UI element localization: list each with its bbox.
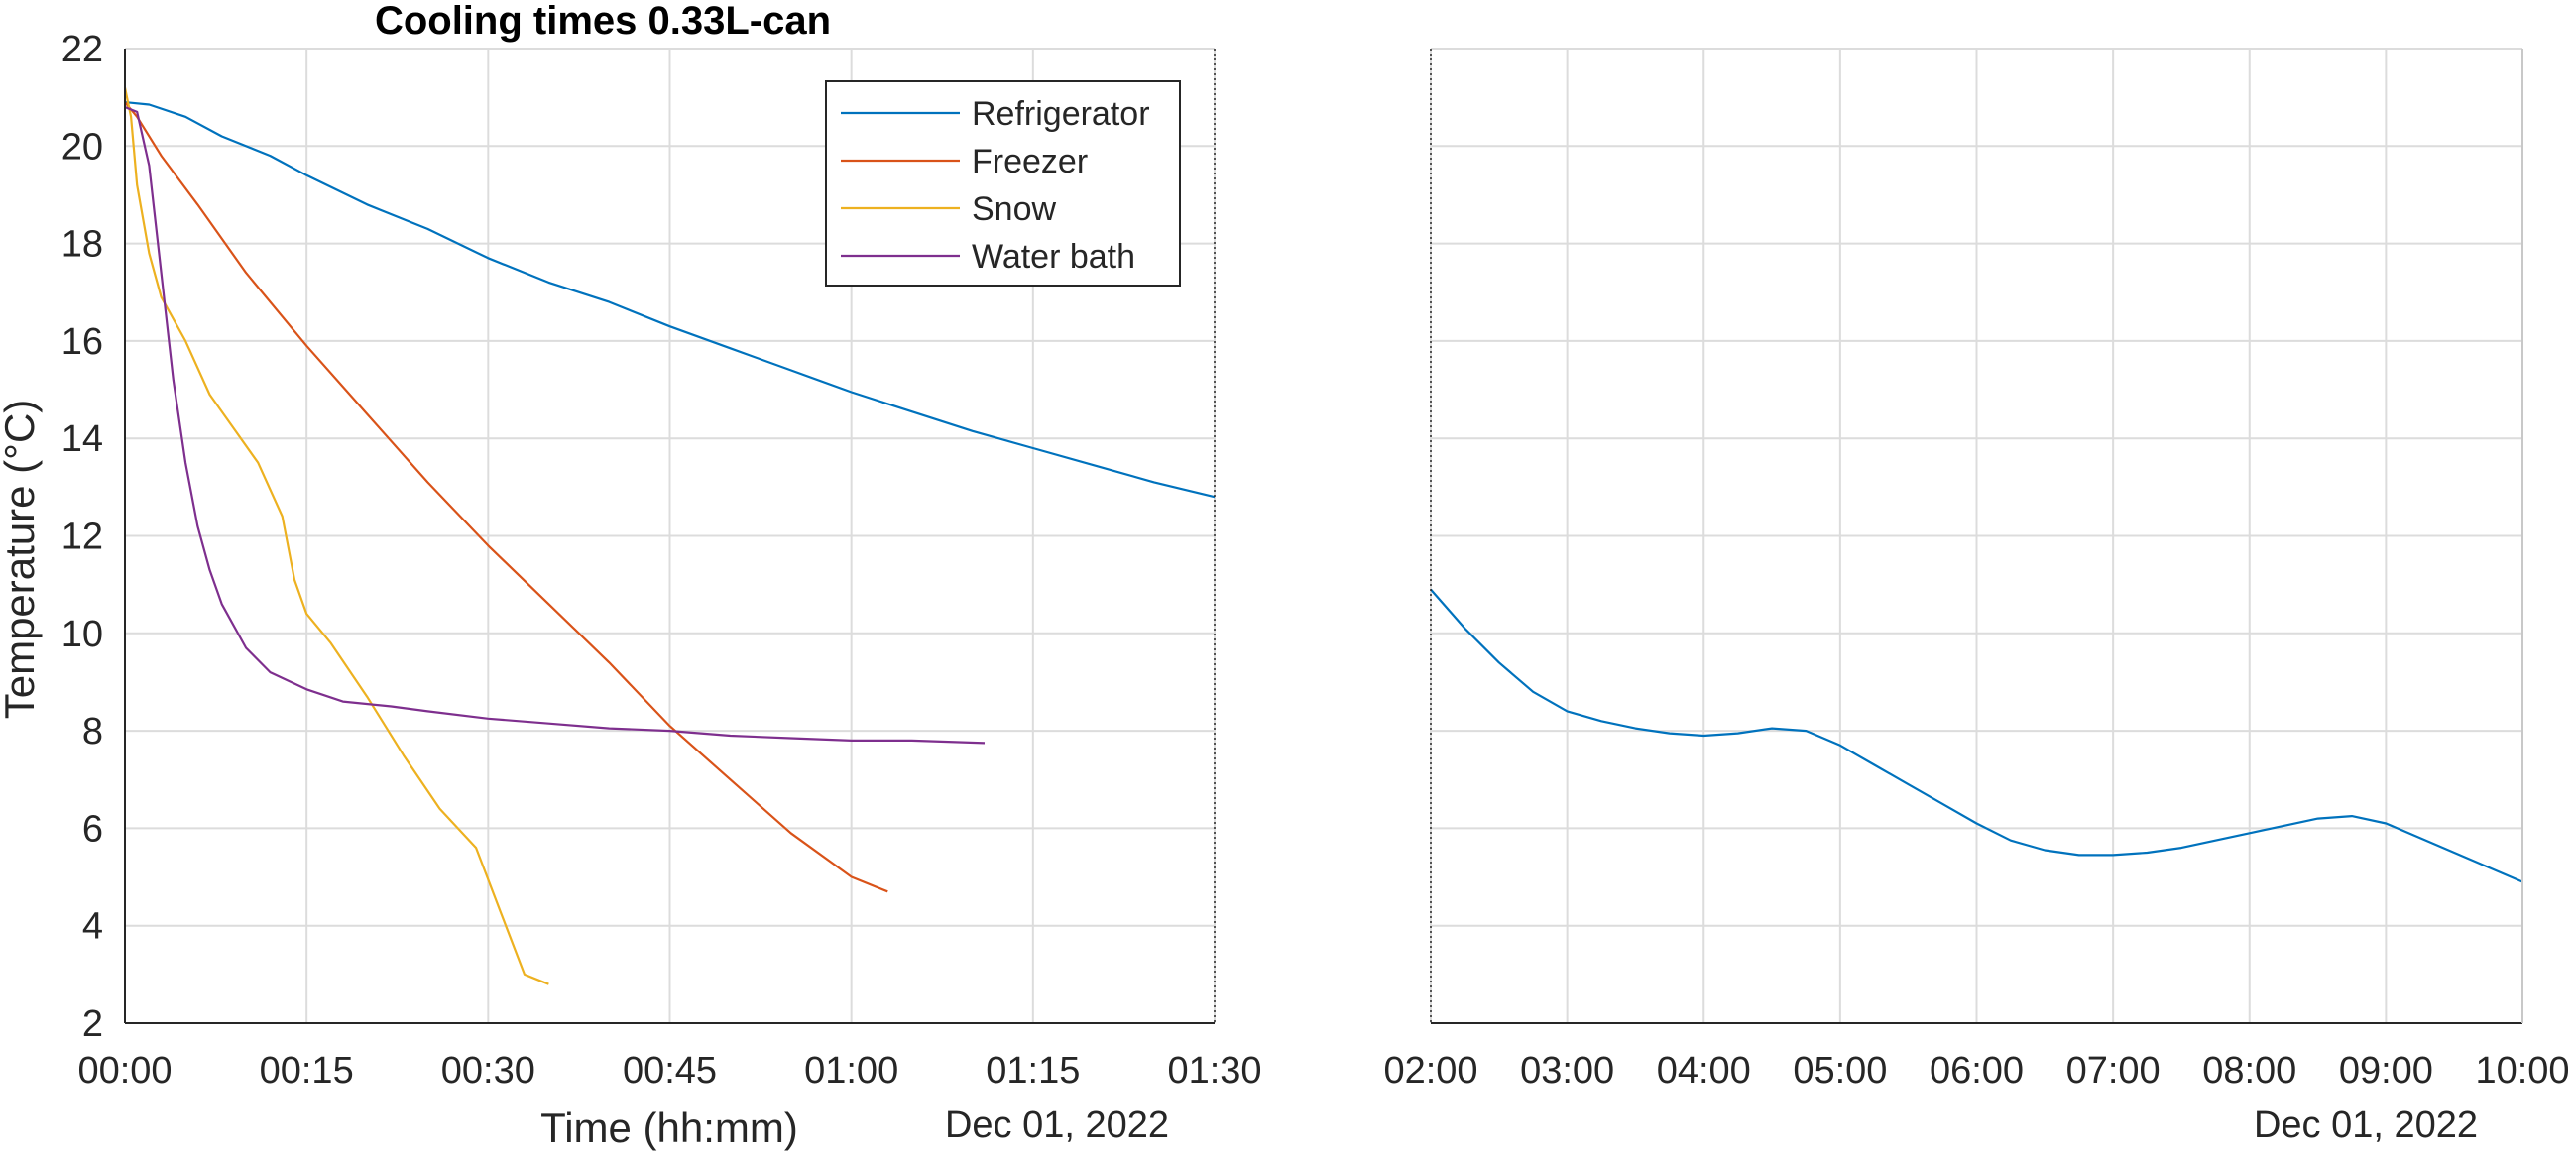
y-tick-label: 8 bbox=[82, 711, 103, 752]
x-tick-label: 03:00 bbox=[1520, 1050, 1614, 1092]
x-tick-label: 01:30 bbox=[1167, 1050, 1261, 1092]
y-tick-label: 14 bbox=[61, 418, 103, 460]
series-line-refrigerator-continued bbox=[1430, 588, 2523, 883]
x-tick-label: 09:00 bbox=[2339, 1050, 2433, 1092]
y-tick-label: 22 bbox=[61, 29, 103, 70]
right-date-label: Dec 01, 2022 bbox=[2254, 1104, 2478, 1146]
y-tick-label: 20 bbox=[61, 126, 103, 168]
x-tick-label: 01:15 bbox=[986, 1050, 1080, 1092]
legend-entry-water-bath: Water bath bbox=[972, 238, 1135, 276]
y-tick-label: 16 bbox=[61, 321, 103, 363]
legend-entry-freezer: Freezer bbox=[972, 143, 1088, 180]
y-tick-label: 4 bbox=[82, 906, 103, 948]
x-tick-label: 00:00 bbox=[77, 1050, 172, 1092]
y-tick-label: 10 bbox=[61, 614, 103, 655]
series-line-refrigerator bbox=[124, 101, 1216, 499]
x-tick-label: 10:00 bbox=[2475, 1050, 2569, 1092]
x-tick-label: 00:45 bbox=[623, 1050, 717, 1092]
x-tick-label: 04:00 bbox=[1657, 1050, 1751, 1092]
series-lines bbox=[123, 87, 2523, 985]
series-line-freezer bbox=[124, 101, 888, 893]
legend-entry-refrigerator: Refrigerator bbox=[972, 95, 1150, 133]
series-line-snow bbox=[123, 87, 549, 985]
x-tick-label: 02:00 bbox=[1383, 1050, 1477, 1092]
axes-frames bbox=[124, 49, 2523, 1024]
left-date-label: Dec 01, 2022 bbox=[945, 1104, 1169, 1146]
y-tick-label: 18 bbox=[61, 224, 103, 266]
grid-lines bbox=[124, 48, 2523, 1024]
y-tick-label: 2 bbox=[82, 1003, 103, 1045]
y-axis-label: Temperature (°C) bbox=[0, 400, 43, 720]
chart-title: Cooling times 0.33L-can bbox=[375, 0, 831, 43]
legend-entry-snow: Snow bbox=[972, 190, 1056, 228]
series-line-water-bath bbox=[124, 105, 986, 745]
legend: Refrigerator Freezer Snow Water bath bbox=[825, 80, 1181, 287]
legend-box bbox=[825, 80, 1181, 287]
x-tick-label: 07:00 bbox=[2066, 1050, 2161, 1092]
tick-labels: 2 4 6 8 10 12 14 16 18 20 22 00:00 00:15 00:30 00:45 01… bbox=[61, 29, 2570, 1092]
x-tick-label: 06:00 bbox=[1930, 1050, 2024, 1092]
x-tick-label: 05:00 bbox=[1793, 1050, 1887, 1092]
x-tick-label: 08:00 bbox=[2202, 1050, 2296, 1092]
y-tick-label: 6 bbox=[82, 808, 103, 850]
x-tick-label: 00:30 bbox=[441, 1050, 535, 1092]
y-tick-label: 12 bbox=[61, 517, 103, 558]
x-tick-label: 00:15 bbox=[260, 1050, 354, 1092]
x-axis-label: Time (hh:mm) bbox=[540, 1104, 798, 1151]
x-tick-label: 01:00 bbox=[804, 1050, 898, 1092]
